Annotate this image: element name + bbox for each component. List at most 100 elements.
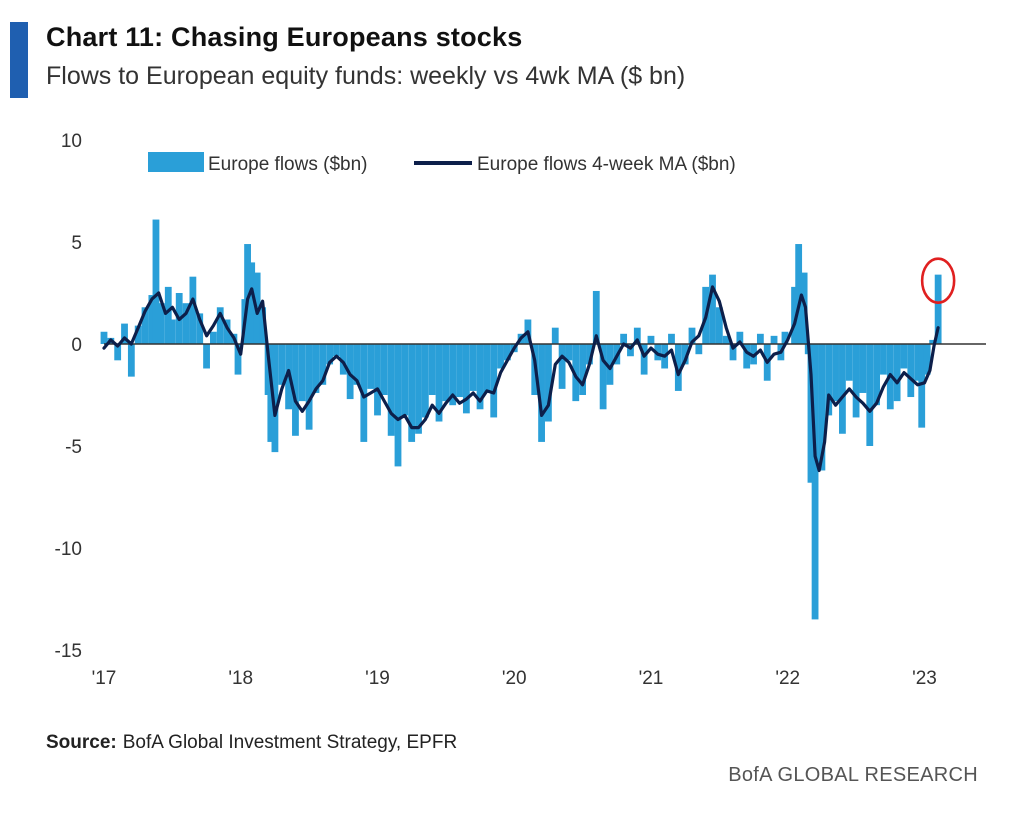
bar (326, 344, 334, 365)
bar (148, 295, 156, 344)
highlight-circle (920, 257, 956, 304)
bar (271, 344, 279, 453)
bar (415, 344, 422, 434)
x-tick-label: '23 (912, 668, 937, 689)
bar (818, 344, 826, 471)
y-tick-label: 5 (71, 233, 82, 254)
bar (599, 344, 607, 410)
bar (551, 327, 559, 344)
bar (394, 344, 402, 467)
bar (259, 307, 267, 344)
bar (606, 344, 614, 385)
bar (914, 344, 922, 381)
bar (374, 344, 381, 416)
bar (845, 344, 853, 381)
bar (807, 344, 815, 483)
bar (640, 344, 648, 375)
bar (367, 344, 375, 389)
bar (832, 344, 839, 402)
bar (866, 344, 874, 446)
bar (503, 344, 511, 361)
bar (203, 344, 210, 369)
bar (182, 303, 190, 344)
bar (298, 344, 306, 402)
bar (627, 344, 634, 357)
bar (223, 319, 231, 344)
bar (934, 274, 942, 344)
bar (681, 344, 689, 365)
bar (545, 344, 552, 422)
bar (428, 344, 436, 395)
bar (620, 333, 628, 344)
y-tick-label: 0 (71, 335, 82, 356)
bar (770, 335, 778, 344)
bar (715, 307, 723, 344)
legend-swatch-bars (148, 152, 204, 172)
bar (929, 339, 937, 344)
bar (141, 307, 149, 344)
source-label: Source: (46, 732, 117, 753)
y-tick-label: -10 (55, 539, 82, 560)
chart-subtitle: Flows to European equity funds: weekly v… (46, 62, 686, 90)
bar (380, 344, 388, 395)
bar (387, 344, 395, 436)
bar (538, 344, 545, 442)
bar (483, 344, 491, 393)
bar (558, 344, 566, 389)
bar (216, 307, 224, 344)
bar (234, 344, 242, 375)
bar (565, 344, 573, 361)
line-series-europe-flows-4wk-ma (102, 285, 940, 473)
x-tick-label: '17 (92, 668, 117, 689)
bar (729, 344, 737, 361)
bar (196, 313, 204, 344)
bar (695, 344, 703, 355)
chart-title: Chart 11: Chasing Europeans stocks (46, 22, 523, 52)
y-tick-label: 10 (61, 131, 82, 152)
x-tick-label: '20 (502, 668, 527, 689)
x-tick-label: '18 (228, 668, 253, 689)
bar (592, 290, 600, 344)
bar (456, 344, 463, 398)
bar (209, 331, 217, 344)
bar (401, 344, 409, 416)
x-tick-label: '19 (365, 668, 390, 689)
bar (811, 344, 819, 620)
bar (244, 244, 251, 344)
title-accent-bar (10, 22, 28, 98)
legend-label-bars: Europe flows ($bn) (208, 154, 367, 175)
bar (490, 344, 498, 418)
bar-series-europe-flows (100, 219, 942, 620)
bar (736, 331, 744, 344)
bar (852, 344, 860, 418)
bar (722, 335, 730, 344)
bar (647, 335, 655, 344)
bar (127, 344, 135, 377)
bar (859, 344, 867, 393)
bar (442, 344, 450, 402)
source-text: BofA Global Investment Strategy, EPFR (122, 732, 458, 753)
bar (923, 344, 931, 375)
bar (121, 323, 128, 344)
bar (134, 325, 142, 344)
bar (900, 344, 908, 369)
bar (476, 344, 484, 410)
bar (114, 344, 122, 361)
bar (164, 286, 172, 344)
x-tick-label: '22 (775, 668, 800, 689)
x-tick-label: '21 (639, 668, 664, 689)
bar (462, 344, 470, 414)
bar (278, 344, 286, 385)
bar (795, 244, 803, 344)
bar (586, 344, 593, 365)
bar (781, 331, 789, 344)
bar (668, 333, 675, 344)
bar (305, 344, 313, 430)
bar (100, 331, 108, 344)
y-tick-label: -15 (55, 641, 82, 662)
bar (907, 344, 915, 398)
bar (572, 344, 580, 402)
bar (579, 344, 587, 395)
bar (353, 344, 361, 385)
bar (333, 344, 340, 357)
